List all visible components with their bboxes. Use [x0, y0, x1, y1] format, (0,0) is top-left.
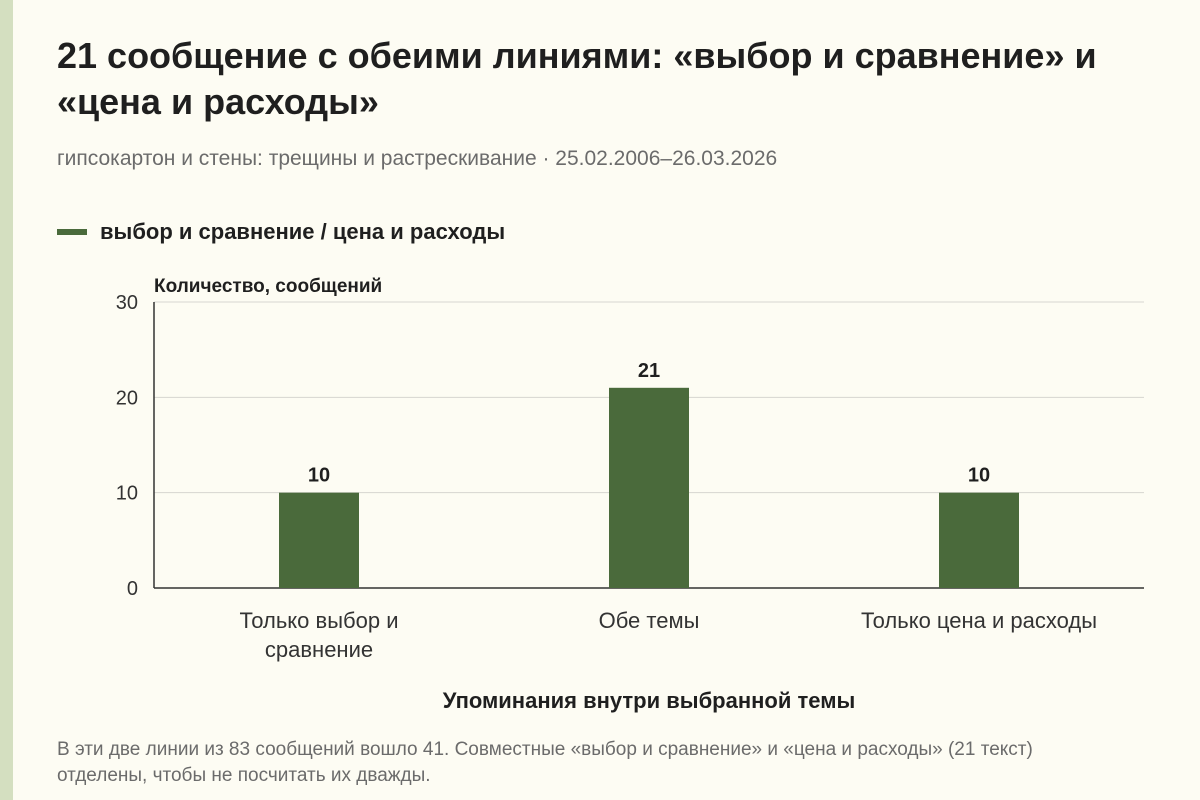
x-tick-label: Обе темы [599, 608, 700, 633]
x-axis-title: Упоминания внутри выбранной темы [443, 688, 856, 713]
y-axis-title: Количество, сообщений [154, 276, 382, 297]
legend: выбор и сравнение / цена и расходы [57, 219, 505, 245]
bar [609, 387, 689, 588]
bar-chart: 0 10 20 30 Количество, сообщений 10 Только выб… [116, 276, 1144, 713]
y-tick-label: 10 [116, 483, 138, 505]
legend-swatch [57, 229, 87, 235]
chart-title: 21 сообщение с обеими линиями: «выбор и … [57, 35, 1097, 122]
footnote: В эти две линии из 83 сообщений вошло 41… [57, 739, 1033, 786]
x-tick-label: Только выбор и сравнение [240, 608, 399, 662]
bar-value-label: 10 [968, 465, 990, 487]
bar-value-label: 10 [308, 465, 330, 487]
accent-bar [0, 0, 13, 800]
bar [279, 492, 359, 588]
bar [939, 492, 1019, 588]
bar-value-label: 21 [638, 360, 660, 382]
y-tick-label: 0 [127, 578, 138, 600]
x-tick-label: Только цена и расходы [861, 608, 1097, 633]
y-tick-label: 20 [116, 387, 138, 409]
legend-label: выбор и сравнение / цена и расходы [100, 219, 506, 244]
chart-subtitle: гипсокартон и стены: трещины и растрески… [57, 147, 778, 170]
y-tick-label: 30 [116, 292, 138, 314]
